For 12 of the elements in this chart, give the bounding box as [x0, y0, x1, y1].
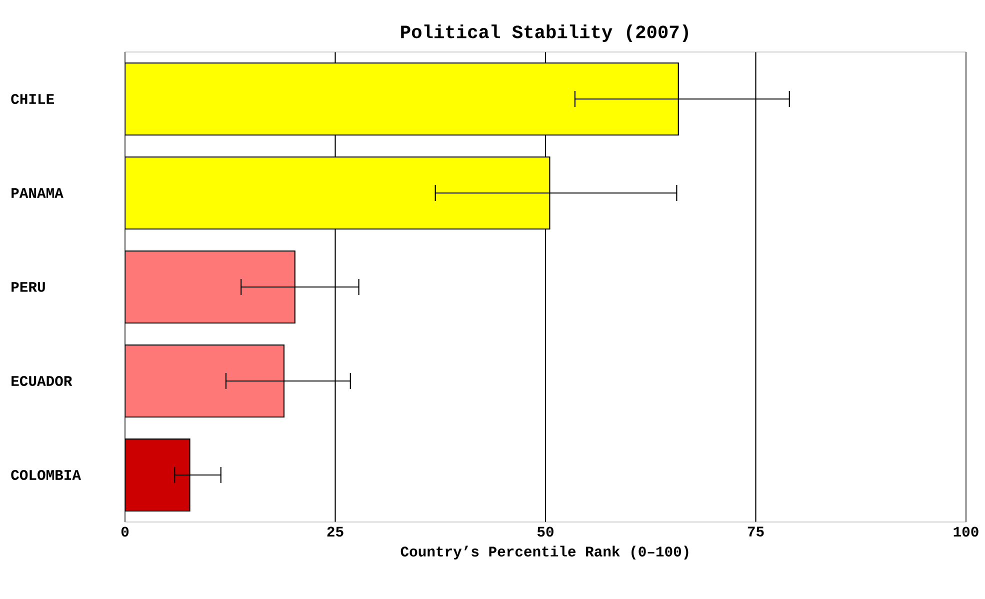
x-tick-label: 0 — [121, 526, 129, 537]
y-tick-label: PANAMA — [12, 188, 64, 198]
x-tick-label: 100 — [954, 526, 978, 537]
x-axis-title: Country’s Percentile Rank (0–100) — [400, 546, 688, 560]
x-tick-label: 75 — [748, 526, 764, 536]
y-tick-label: CHILE — [11, 94, 54, 104]
y-tick-label: ECUADOR — [12, 376, 72, 386]
x-tick-label: 25 — [327, 526, 344, 537]
x-tick-label: 50 — [537, 526, 554, 537]
chart-title: Political Stability (2007) — [401, 24, 688, 42]
y-tick-label: COLOMBIA — [11, 470, 82, 480]
y-tick-label: PERU — [12, 282, 45, 292]
